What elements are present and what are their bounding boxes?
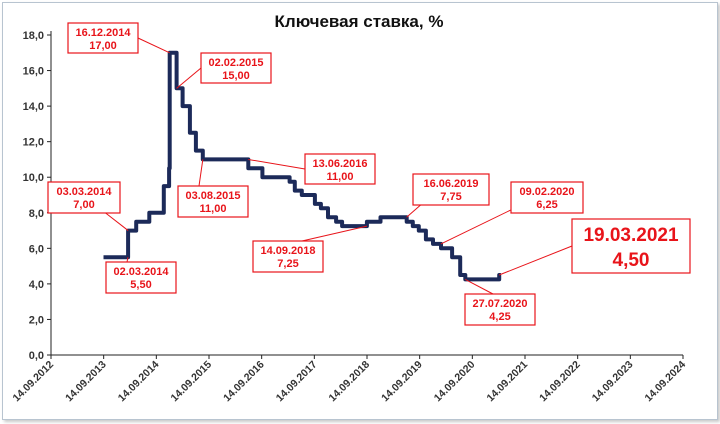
y-tick-label: 12,0 — [23, 137, 44, 149]
callout-box — [177, 185, 249, 218]
x-tick-label: 14.09.2023 — [590, 359, 636, 405]
axes: 0,0 2,0 4,0 6,0 8,0 10,0 12,0 14,0 16,0 18,0 14.09… — [10, 30, 688, 404]
y-tick-label: 16,0 — [23, 66, 44, 78]
callout-date: 03.08.2015 — [185, 190, 240, 202]
callout-date: 19.03.2021 — [583, 225, 679, 246]
x-tick-label: 14.09.2018 — [326, 359, 372, 405]
y-tick-label: 0,0 — [29, 350, 44, 362]
callout-value: 17,00 — [89, 40, 117, 52]
y-tick-label: 2,0 — [29, 314, 44, 326]
callouts: 16.12.201417,0002.02.201515,0013.06.2016… — [47, 22, 691, 326]
callout-value: 7,75 — [440, 191, 461, 203]
x-tick-label: 14.09.2016 — [221, 359, 267, 405]
chart-title: Ключевая ставка, % — [275, 12, 444, 31]
y-tick-label: 4,0 — [29, 279, 44, 291]
callout-19-03-2021: 19.03.2021 4,50 — [498, 218, 691, 276]
callout-date: 03.03.2014 — [56, 186, 112, 198]
callout-connector — [440, 209, 512, 245]
callout-date: 02.02.2015 — [208, 57, 263, 69]
callout-connector — [105, 212, 129, 231]
x-tick-label: 14.09.2019 — [379, 359, 425, 405]
x-tick-label: 14.09.2020 — [432, 359, 478, 405]
callout-value: 6,25 — [536, 199, 557, 211]
callout-value: 11,00 — [327, 171, 354, 183]
callout-value: 4,50 — [613, 250, 650, 271]
x-tick-label: 14.09.2012 — [10, 359, 56, 405]
callout-value: 7,25 — [277, 258, 298, 270]
callout-date: 09.02.2020 — [519, 186, 574, 198]
x-tick-label: 14.09.2021 — [484, 359, 530, 405]
callout-connector — [498, 245, 573, 276]
x-tick-label: 14.09.2022 — [537, 359, 583, 405]
callout-date: 27.07.2020 — [472, 298, 527, 310]
callout-box — [105, 261, 177, 294]
callout-date: 14.09.2018 — [260, 245, 315, 257]
callout-date: 16.12.2014 — [75, 27, 131, 39]
y-tick-label: 6,0 — [29, 243, 44, 255]
callout-connector — [137, 37, 170, 54]
callout-connector — [198, 159, 204, 187]
callout-connector — [176, 67, 202, 89]
callout-connector — [301, 225, 368, 242]
callout-box — [67, 22, 139, 54]
x-tick-label: 14.09.2013 — [63, 359, 109, 405]
callout-date: 02.03.2014 — [113, 266, 169, 278]
callout-connector — [465, 279, 494, 295]
callout-connector — [248, 158, 306, 170]
callout-connector — [126, 257, 129, 263]
callout-value: 4,25 — [489, 311, 510, 323]
callout-date: 13.06.2016 — [312, 158, 367, 170]
callout-box — [510, 181, 584, 214]
y-tick-label: 8,0 — [29, 208, 44, 220]
key-rate-chart: Ключевая ставка, % 0,0 2,0 4,0 6,0 8,0 10,0 12… — [10, 12, 691, 404]
callout-value: 11,00 — [200, 203, 227, 215]
x-tick-label: 14.09.2017 — [274, 359, 320, 405]
callout-connector — [406, 204, 421, 218]
x-tick-label: 14.09.2015 — [168, 359, 214, 405]
callout-box — [47, 181, 121, 214]
callout-value: 7,00 — [73, 199, 94, 211]
key-rate-line — [103, 50, 502, 282]
y-tick-label: 10,0 — [23, 172, 44, 184]
callout-box — [200, 52, 272, 84]
callout-date: 16.06.2019 — [423, 178, 478, 190]
x-tick-label: 14.09.2024 — [642, 359, 688, 405]
callout-value: 15,00 — [222, 70, 250, 82]
callout-value: 5,50 — [130, 279, 151, 291]
callout-box — [571, 218, 691, 274]
callout-box — [412, 173, 490, 206]
x-tick-label: 14.09.2014 — [116, 359, 162, 405]
callout-box — [252, 240, 324, 273]
callout-box — [304, 153, 376, 185]
y-tick-label: 18,0 — [23, 30, 44, 42]
series-layer — [103, 50, 502, 282]
callout-box — [464, 293, 536, 326]
y-tick-label: 14,0 — [23, 101, 44, 113]
